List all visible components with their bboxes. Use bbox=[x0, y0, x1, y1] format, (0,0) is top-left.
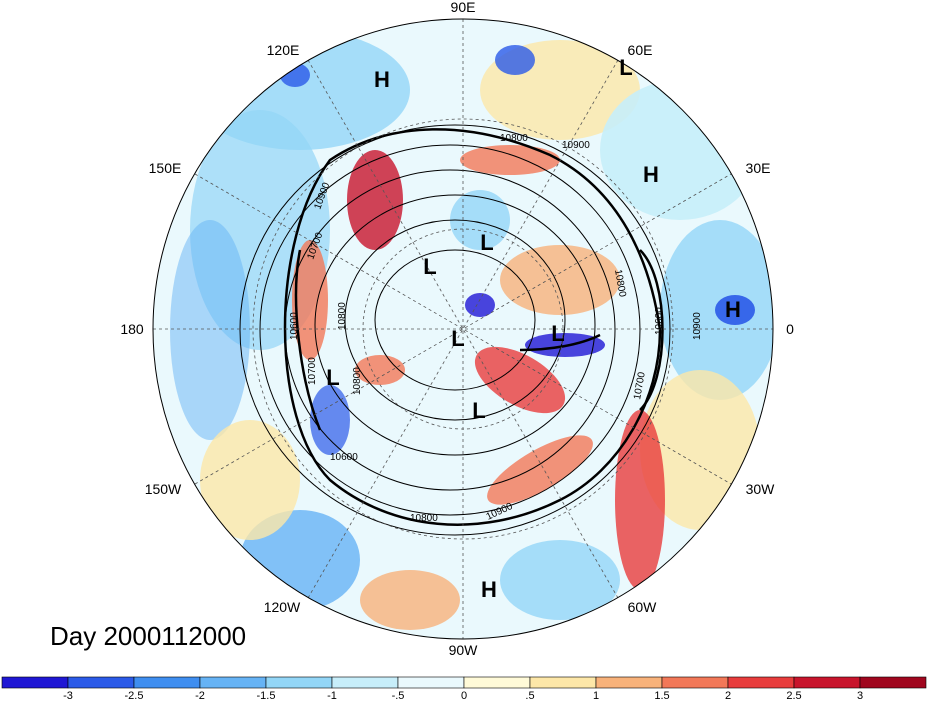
colorbar-swatch bbox=[793, 676, 861, 689]
contour-label: 10600 bbox=[330, 452, 358, 463]
low-center-marker: L bbox=[619, 55, 632, 80]
lon-label-30w: 30W bbox=[746, 481, 776, 497]
contour-label: 10600 bbox=[654, 307, 665, 335]
colorbar-swatch bbox=[199, 676, 267, 689]
map-boundary bbox=[152, 18, 774, 640]
colorbar-tick-label: 2 bbox=[725, 690, 731, 702]
colorbar-swatch bbox=[727, 676, 795, 689]
colorbar-swatch bbox=[1, 676, 69, 689]
colorbar-swatch bbox=[859, 676, 927, 689]
high-center-marker: H bbox=[643, 162, 659, 187]
contour-label: 10800 bbox=[410, 513, 438, 524]
colorbar-tick-label: 1.5 bbox=[654, 690, 669, 702]
contour-label: 10900 bbox=[692, 312, 703, 340]
map-disk bbox=[153, 19, 773, 639]
colorbar-swatch bbox=[265, 676, 333, 689]
contour-label: 10800 bbox=[500, 133, 528, 144]
contour-label: 10800 bbox=[337, 302, 348, 330]
colorbar-tick-label: 0 bbox=[461, 690, 467, 702]
colorbar-tick-label: 2.5 bbox=[786, 690, 801, 702]
lon-label-120e: 120E bbox=[267, 42, 300, 58]
low-center-marker: L bbox=[551, 321, 564, 346]
contour-label: 10800 bbox=[612, 269, 628, 299]
colorbar-tick-label: -1 bbox=[327, 690, 337, 702]
day-label: Day 2000112000 bbox=[50, 621, 246, 651]
lon-label-60w: 60W bbox=[628, 599, 658, 615]
pressure-centers: L L L L L L H H H H L bbox=[326, 55, 741, 602]
height-contours bbox=[239, 124, 671, 536]
colorbar-tick-label: -2.5 bbox=[125, 690, 144, 702]
colorbar-swatch bbox=[133, 676, 201, 689]
colorbar-swatch bbox=[661, 676, 729, 689]
colorbar-swatch bbox=[595, 676, 663, 689]
colorbar-tick-label: 3 bbox=[857, 690, 863, 702]
lon-label-120w: 120W bbox=[264, 599, 301, 615]
colorbar-swatch bbox=[397, 676, 465, 689]
colorbar-swatch bbox=[463, 676, 531, 689]
longitude-labels: 90E 60E 30E 0 30W 60W 90W 120W 150W 180 … bbox=[120, 0, 794, 658]
colorbar-swatch bbox=[331, 676, 399, 689]
lon-label-90w: 90W bbox=[449, 642, 479, 658]
low-center-marker: L bbox=[472, 398, 485, 423]
low-center-marker: L bbox=[326, 365, 339, 390]
high-center-marker: H bbox=[725, 297, 741, 322]
low-center-marker: L bbox=[451, 326, 464, 351]
lon-label-150e: 150E bbox=[149, 160, 182, 176]
low-center-marker: L bbox=[480, 230, 493, 255]
contour-label: 10900 bbox=[562, 140, 590, 151]
lon-label-60e: 60E bbox=[628, 42, 653, 58]
colorbar-tick-label: .5 bbox=[525, 690, 534, 702]
colorbar-tick-label: 1 bbox=[593, 690, 599, 702]
high-center-marker: H bbox=[481, 577, 497, 602]
colorbar-tick-label: -.5 bbox=[392, 690, 405, 702]
lon-label-150w: 150W bbox=[145, 481, 182, 497]
colorbar: -3 -2.5 -2 -1.5 -1 -.5 0 .5 1 1.5 2 2.5 3 bbox=[1, 676, 927, 702]
contour-label: 10600 bbox=[289, 312, 300, 340]
lon-label-0: 0 bbox=[786, 321, 794, 337]
colorbar-tick-label: -3 bbox=[63, 690, 73, 702]
lon-label-90e: 90E bbox=[451, 0, 476, 15]
colorbar-swatch bbox=[529, 676, 597, 689]
colorbar-swatch bbox=[67, 676, 135, 689]
graticule bbox=[153, 19, 773, 639]
contour-label: 10700 bbox=[307, 357, 318, 385]
colorbar-tick-label: -1.5 bbox=[257, 690, 276, 702]
colorbar-tick-label: -2 bbox=[195, 690, 205, 702]
contour-label: 10800 bbox=[352, 367, 363, 395]
low-center-marker: L bbox=[423, 254, 436, 279]
lon-label-180: 180 bbox=[120, 321, 144, 337]
lon-label-30e: 30E bbox=[746, 160, 771, 176]
high-center-marker: H bbox=[374, 67, 390, 92]
contour-label: 10700 bbox=[632, 371, 648, 401]
